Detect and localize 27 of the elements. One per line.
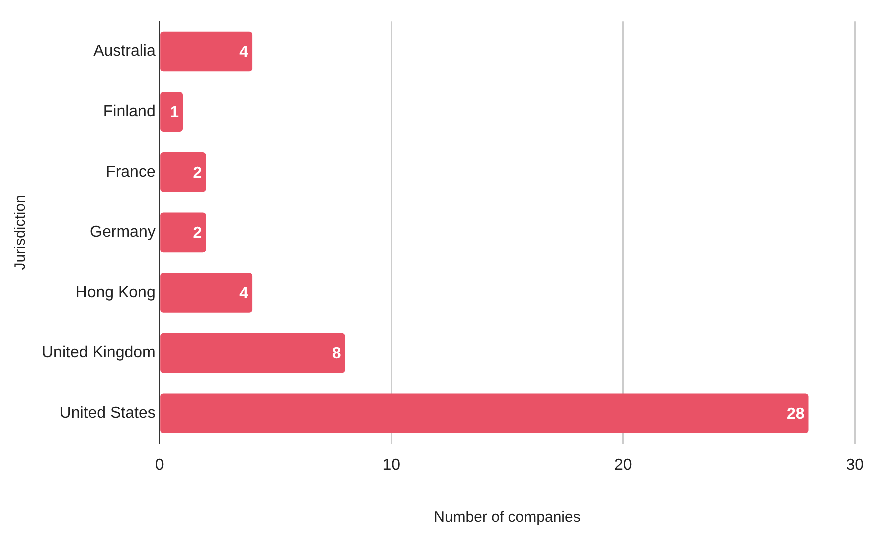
x-tick-label: 0	[155, 456, 164, 474]
y-tick-label: Germany	[90, 224, 156, 242]
x-tick-label: 30	[846, 456, 864, 474]
data-label: 28	[786, 406, 805, 424]
bar	[160, 32, 253, 72]
data-label: 4	[240, 44, 249, 62]
y-tick-label: United Kingdom	[42, 344, 156, 362]
y-tick-label: Hong Kong	[76, 284, 156, 302]
data-label: 2	[193, 225, 202, 242]
bar	[160, 333, 346, 374]
y-tick-label: Finland	[103, 103, 156, 120]
x-tick-label: 20	[614, 456, 632, 474]
x-tick-label: 10	[382, 456, 401, 474]
data-label: 2	[193, 164, 202, 182]
data-label: 1	[170, 104, 180, 122]
y-tick-label: United States	[60, 405, 156, 422]
data-label: 4	[240, 285, 249, 302]
bar	[160, 212, 206, 253]
data-label: 8	[332, 346, 342, 363]
y-axis-title: Jurisdiction	[12, 195, 30, 270]
y-tick-label: France	[106, 164, 156, 181]
bar	[160, 92, 184, 132]
bar	[160, 394, 809, 434]
y-tick-label: Australia	[94, 43, 156, 60]
bar	[160, 273, 253, 313]
x-axis-title: Number of companies	[434, 509, 581, 526]
bar	[160, 152, 206, 192]
